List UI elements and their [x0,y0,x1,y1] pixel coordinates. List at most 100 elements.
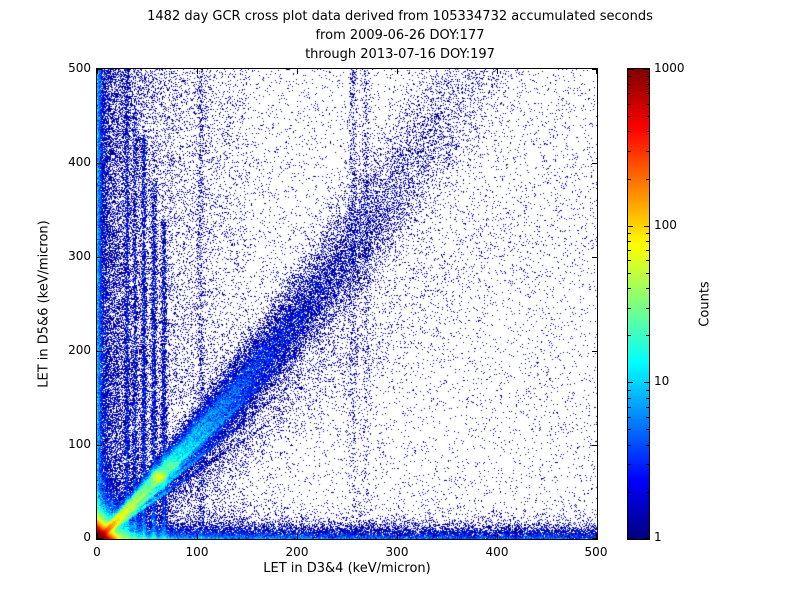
x-tick [297,534,298,539]
colorbar-tick [644,226,649,227]
y-tick [97,538,102,539]
x-tick-top [297,69,298,74]
colorbar-minor-tick [646,464,649,465]
colorbar-tick-label: 100 [654,218,677,232]
colorbar-minor-tick [646,151,649,152]
colorbar-minor-tick-left [628,492,631,493]
colorbar-minor-tick-left [628,104,631,105]
colorbar-tick-left [628,226,633,227]
colorbar-minor-tick-left [628,116,631,117]
colorbar-minor-tick-left [628,241,631,242]
colorbar-minor-tick-left [628,84,631,85]
colorbar-minor-tick [646,93,649,94]
colorbar-minor-tick [646,429,649,430]
colorbar-minor-tick [646,260,649,261]
colorbar-minor-tick [646,104,649,105]
colorbar-tick-label: 1 [654,530,662,544]
colorbar-minor-tick-left [628,260,631,261]
colorbar-minor-tick-left [628,131,631,132]
x-tick-top [197,69,198,74]
x-tick-label: 100 [185,545,209,559]
x-tick [97,534,98,539]
colorbar-minor-tick [646,116,649,117]
x-tick-top [397,69,398,74]
heatmap-canvas [97,69,597,539]
x-tick-top [497,69,498,74]
y-tick [97,69,102,70]
y-tick-label: 400 [68,155,91,169]
colorbar-tick [644,382,649,383]
y-tick-label: 300 [68,249,91,263]
colorbar-minor-tick [646,335,649,336]
colorbar-minor-tick [646,398,649,399]
colorbar-minor-tick [646,233,649,234]
y-tick-label: 0 [83,530,91,544]
x-tick [197,534,198,539]
colorbar-minor-tick-left [628,179,631,180]
y-tick-label: 100 [68,437,91,451]
colorbar-minor-tick [646,417,649,418]
colorbar-tick-left [628,382,633,383]
colorbar-minor-tick-left [628,398,631,399]
colorbar-minor-tick-left [628,233,631,234]
y-tick [97,351,102,352]
colorbar-minor-tick [646,76,649,77]
colorbar-minor-tick-left [628,464,631,465]
colorbar-minor-tick [646,492,649,493]
y-tick-label: 200 [68,343,91,357]
chart-title-line-1: 1482 day GCR cross plot data derived fro… [147,9,653,24]
y-tick-right [592,257,597,258]
colorbar-minor-tick [646,179,649,180]
x-tick-top [596,69,597,74]
x-tick-label: 0 [93,545,101,559]
colorbar-gradient-canvas [628,69,649,539]
chart-title-line-2: from 2009-06-26 DOY:177 [315,28,485,43]
colorbar-tick [644,538,649,539]
plot-area [96,68,598,540]
colorbar-minor-tick-left [628,335,631,336]
colorbar-minor-tick-left [628,445,631,446]
colorbar-minor-tick [646,273,649,274]
chart-title-line-3: through 2013-07-16 DOY:197 [305,47,495,62]
y-axis-label: LET in D5&6 (keV/micron) [36,220,52,388]
colorbar-label: Counts [697,281,713,327]
colorbar-minor-tick [646,131,649,132]
colorbar-minor-tick-left [628,390,631,391]
colorbar-minor-tick [646,445,649,446]
y-tick [97,445,102,446]
colorbar-tick-label: 1000 [654,61,685,75]
colorbar-minor-tick-left [628,308,631,309]
colorbar-tick-left [628,538,633,539]
colorbar-minor-tick-left [628,273,631,274]
x-tick-label: 200 [285,545,309,559]
x-tick-label: 400 [485,545,509,559]
colorbar-minor-tick [646,390,649,391]
y-tick-right [592,351,597,352]
x-tick [397,534,398,539]
y-tick-right [592,538,597,539]
colorbar [627,68,650,540]
y-tick [97,163,102,164]
colorbar-minor-tick-left [628,407,631,408]
colorbar-minor-tick [646,84,649,85]
x-axis-label: LET in D3&4 (keV/micron) [263,561,431,576]
y-tick [97,257,102,258]
colorbar-minor-tick-left [628,417,631,418]
y-tick-label: 500 [68,61,91,75]
colorbar-minor-tick [646,288,649,289]
colorbar-minor-tick-left [628,151,631,152]
x-tick [497,534,498,539]
x-tick-label: 500 [584,545,608,559]
colorbar-tick-label: 10 [654,374,670,388]
colorbar-minor-tick-left [628,76,631,77]
colorbar-minor-tick-left [628,250,631,251]
y-tick-right [592,163,597,164]
chart-title: 1482 day GCR cross plot data derived fro… [0,7,800,64]
colorbar-minor-tick-left [628,288,631,289]
colorbar-tick [644,69,649,70]
x-tick-label: 300 [385,545,409,559]
colorbar-tick-left [628,69,633,70]
colorbar-minor-tick-left [628,93,631,94]
y-tick-right [592,69,597,70]
colorbar-minor-tick [646,407,649,408]
